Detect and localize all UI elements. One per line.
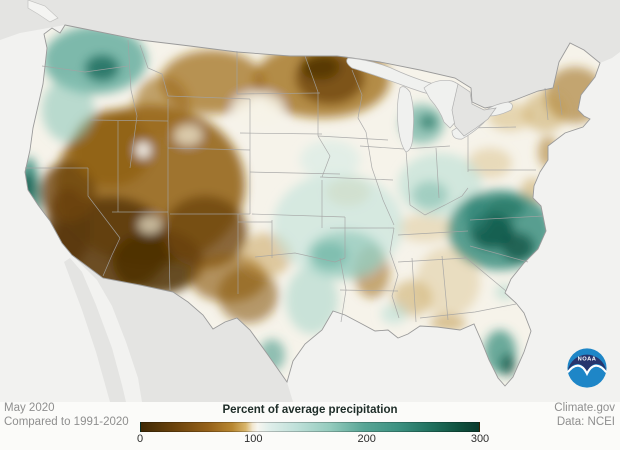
- anomaly-blob: [42, 78, 94, 142]
- noaa-seagull-icon: [566, 364, 608, 377]
- state-borders: [25, 39, 563, 323]
- ontario-peninsula: [451, 83, 497, 137]
- legend-tick-0: 0: [136, 433, 144, 445]
- anomaly-blob: [468, 148, 512, 178]
- legend-title: Percent of average precipitation: [222, 404, 398, 416]
- anomaly-blob: [40, 162, 96, 222]
- legend-tick-200: 200: [357, 433, 376, 445]
- data-source-label: Data: NCEI: [556, 416, 615, 428]
- anomaly-blob: [300, 140, 360, 180]
- anomaly-blob: [312, 242, 348, 268]
- anomaly-blob: [300, 54, 340, 80]
- anomaly-blob: [465, 196, 489, 232]
- anomaly-blob: [502, 233, 534, 261]
- us-border-outline: [24, 24, 601, 387]
- us-precipitation-map: [0, 0, 620, 402]
- anomaly-blob: [136, 142, 150, 158]
- vancouver-island: [27, 0, 59, 23]
- anomaly-blob: [286, 266, 338, 334]
- source-label: Climate.gov: [554, 402, 615, 414]
- anomaly-blob: [381, 304, 407, 324]
- anomaly-blob: [412, 181, 448, 209]
- color-scale-legend: Percent of average precipitation 0 100 2…: [136, 404, 489, 447]
- map-date-caption: May 2020 Compared to 1991-2020: [4, 401, 129, 429]
- lake-michigan: [396, 86, 414, 153]
- anomaly-blob: [501, 354, 515, 376]
- anomaly-blob: [174, 125, 202, 145]
- legend-ticks: 0 100 200 300: [136, 433, 489, 447]
- anomaly-blob: [232, 92, 284, 124]
- mexico-landmass: [72, 255, 293, 402]
- noaa-logo-text: NOAA: [578, 356, 597, 362]
- anomaly-blob: [419, 114, 437, 130]
- noaa-logo: NOAA: [566, 348, 608, 388]
- noaa-logo-top-shape: [567, 354, 607, 373]
- baseline-label: Compared to 1991-2020: [4, 416, 129, 428]
- anomaly-blob: [72, 110, 152, 186]
- anomaly-blob: [218, 267, 278, 323]
- anomaly-blob: [138, 216, 162, 234]
- baja-california: [64, 258, 126, 402]
- anomaly-blob: [397, 214, 453, 242]
- legend-gradient-bar: [140, 422, 480, 432]
- anomaly-blob: [485, 197, 525, 219]
- map-credits: Climate.gov Data: NCEI: [554, 401, 615, 429]
- legend-tick-300: 300: [470, 433, 490, 445]
- date-label: May 2020: [4, 402, 55, 414]
- anomaly-blob: [416, 247, 480, 317]
- legend-tick-100: 100: [244, 433, 263, 445]
- anomaly-blob: [85, 55, 119, 81]
- canada-landmass: [0, 0, 620, 108]
- anomaly-blob: [523, 92, 567, 132]
